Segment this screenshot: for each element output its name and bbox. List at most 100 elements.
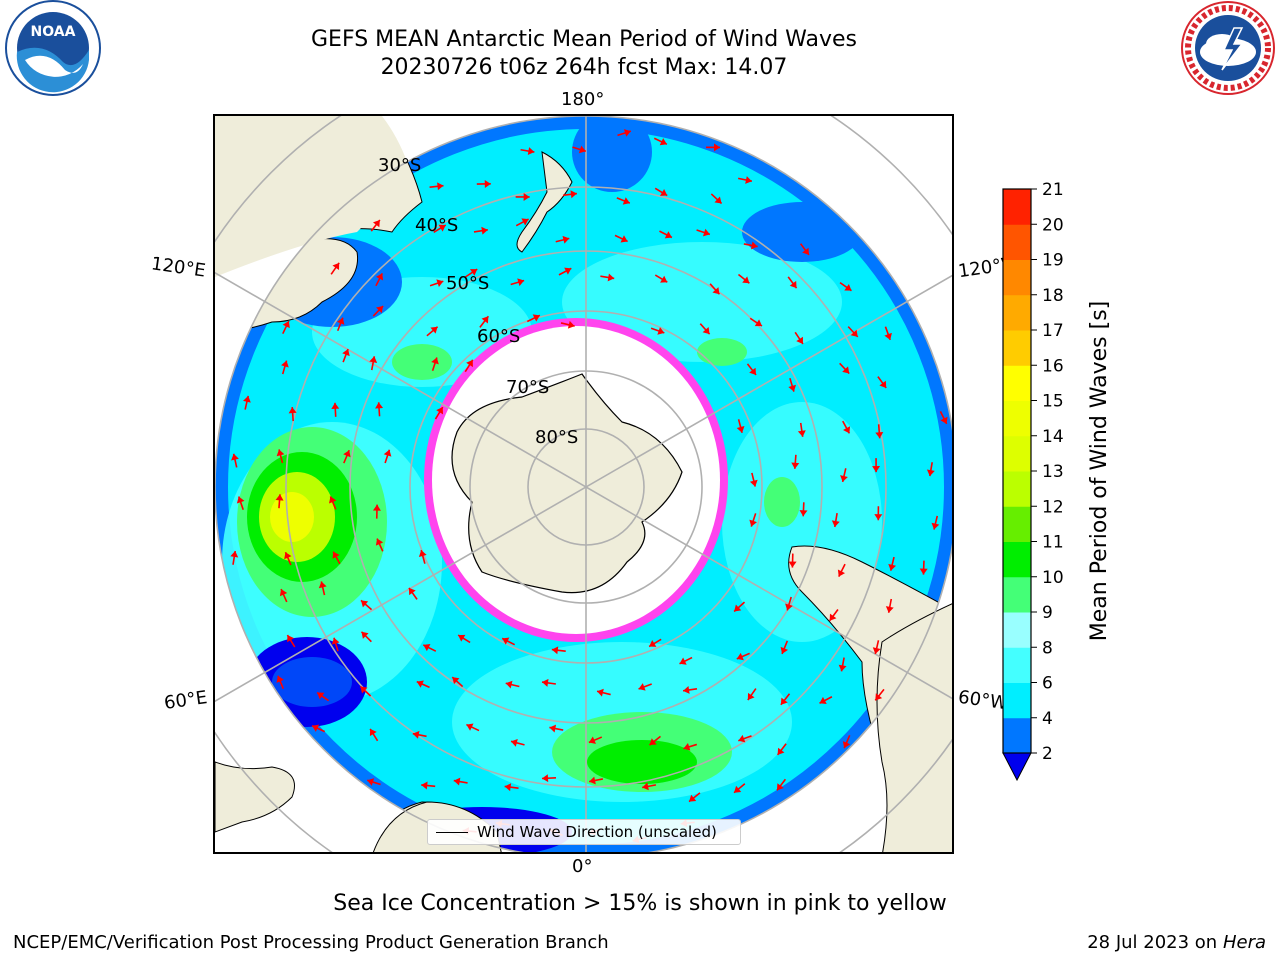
- wave-arrow-head: [742, 276, 750, 284]
- wave-arrow-head: [438, 224, 446, 232]
- lat-label-60s: 60°S: [477, 326, 520, 347]
- wave-arrow-head: [745, 176, 752, 184]
- wave-arrow-head: [505, 680, 513, 689]
- wave-arrow-head: [788, 561, 797, 568]
- wave-arrow-head: [791, 462, 800, 469]
- wave-arrow-head: [780, 697, 788, 705]
- wave-arrow-head: [372, 504, 381, 511]
- wave-arrow-head: [872, 466, 881, 473]
- wave-arrow-head: [470, 269, 478, 276]
- colorbar-tick-label: 15: [1042, 392, 1064, 412]
- wave-arrow-head: [375, 402, 384, 409]
- wave-arrow-head: [343, 450, 351, 458]
- wave-arrow-head: [844, 283, 852, 291]
- noaa-logo-icon: NOAA: [5, 0, 101, 96]
- sea-ice-note: Sea Ice Concentration > 15% is shown in …: [333, 891, 947, 916]
- wave-arrow-head: [850, 329, 858, 337]
- colorbar-tick-label: 6: [1042, 674, 1053, 694]
- legend-line-icon: [436, 831, 468, 833]
- wave-arrow-head: [842, 366, 850, 374]
- wave-arrow-head: [660, 275, 668, 283]
- wave-arrow-head: [276, 675, 284, 683]
- colorbar-tick-label: 8: [1042, 638, 1053, 658]
- wave-arrow-head: [607, 273, 615, 282]
- wave-arrow-head: [689, 794, 697, 802]
- wave-arrow-head: [372, 220, 380, 228]
- wave-arrow-head: [664, 231, 672, 239]
- wave-arrow-head: [842, 741, 851, 749]
- wave-arrow-head: [874, 514, 883, 521]
- colorbar-swatch: [1003, 682, 1031, 719]
- wave-arrow-head: [738, 734, 746, 743]
- noaa-logo-text: NOAA: [31, 24, 76, 40]
- wave-arrow-head: [231, 453, 239, 461]
- wave-arrow-head: [714, 196, 722, 204]
- wave-arrow-head: [336, 317, 345, 325]
- wave-arrow-head: [702, 326, 710, 335]
- colorbar-swatch: [1003, 717, 1031, 754]
- wave-arrow-head: [421, 781, 428, 790]
- wave-arrow-head: [751, 241, 758, 250]
- land-outside-disk-mad: [215, 761, 295, 833]
- wave-arrow-head: [437, 182, 444, 191]
- wave-arrow-head: [683, 742, 691, 751]
- wave-arrow-head: [919, 568, 928, 575]
- wave-arrow-head: [659, 138, 667, 146]
- colorbar-tick-label: 12: [1042, 497, 1064, 517]
- meridian-label-0: 0°: [572, 856, 593, 877]
- colorbar-swatch: [1003, 189, 1031, 225]
- wave-arrow-head: [287, 635, 294, 643]
- wave-arrow-head: [360, 686, 368, 694]
- wave-arrow-head: [780, 646, 789, 654]
- wave-arrow-head: [332, 262, 340, 271]
- antarctica-landmass: [451, 373, 683, 594]
- wave-arrow-head: [369, 728, 377, 737]
- colorbar-swatch: [1003, 365, 1031, 401]
- wave-arrow-head: [831, 520, 840, 527]
- wave-arrow-head: [926, 469, 935, 477]
- new-zealand-landmass: [516, 151, 573, 253]
- wave-arrow-head: [799, 510, 808, 517]
- colorbar-swatch: [1003, 435, 1031, 472]
- colorbar-tick-label: 16: [1042, 356, 1064, 376]
- wave-arrow-head: [423, 644, 431, 652]
- colorbar-tick-label: 13: [1042, 462, 1064, 482]
- wave-arrow-head: [282, 321, 290, 329]
- wave-arrow-head: [660, 189, 668, 196]
- footer-date: 28 Jul 2023 on Hera: [1087, 932, 1266, 953]
- wave-arrow-head: [749, 367, 757, 375]
- colorbar-tick-label: 19: [1042, 251, 1064, 271]
- wave-arrow-head: [777, 747, 785, 755]
- wave-arrow-head: [466, 723, 474, 731]
- colorbar-tick-label: 21: [1042, 180, 1064, 200]
- wave-arrow-head: [620, 235, 628, 243]
- wave-arrow-head: [888, 563, 897, 571]
- wave-arrow-head: [383, 449, 392, 457]
- wave-arrow-head: [931, 522, 940, 530]
- wave-arrow-head: [458, 634, 466, 642]
- chart-title: GEFS MEAN Antarctic Mean Period of Wind …: [311, 27, 857, 52]
- wave-arrow-head: [797, 430, 806, 437]
- colorbar-tick-label: 14: [1042, 427, 1064, 447]
- legend-label: Wind Wave Direction (unscaled): [477, 823, 717, 841]
- meridian-label-60e: 60°E: [162, 687, 209, 714]
- wave-arrow-head: [736, 426, 745, 433]
- wave-arrow-head: [453, 777, 461, 786]
- wave-arrow-head: [418, 550, 427, 557]
- lat-label-70s: 70°S: [506, 377, 549, 398]
- wave-arrow-head: [564, 267, 572, 275]
- wave-arrow-head: [734, 604, 742, 612]
- wave-arrow-head: [484, 179, 491, 188]
- colorbar-tick-label: 18: [1042, 286, 1064, 306]
- wave-arrow-head: [589, 776, 596, 785]
- wave-arrow-head: [837, 569, 846, 577]
- wave-arrow-head: [281, 360, 289, 368]
- colorbar-swatch: [1003, 471, 1031, 507]
- chart-subtitle: 20230726 t06z 264h fcst Max: 14.07: [380, 55, 788, 80]
- wave-arrow-head: [749, 519, 757, 527]
- wave-arrow-head: [885, 606, 894, 613]
- wave-arrow-head: [838, 664, 847, 672]
- lat-label-30s: 30°S: [378, 155, 421, 176]
- wave-arrow-head: [436, 279, 444, 287]
- wave-arrow-head: [570, 190, 577, 199]
